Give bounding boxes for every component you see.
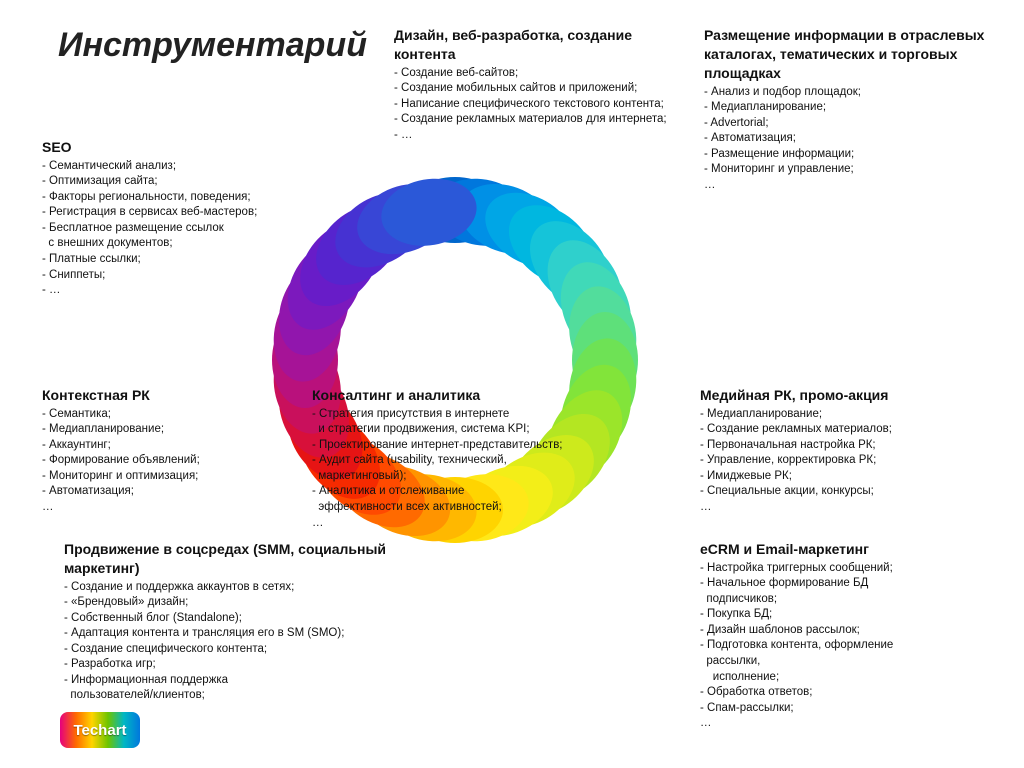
list-item: эффективности всех активностей; bbox=[312, 500, 592, 516]
center-items: - Стратегия присутствия в интернете и ст… bbox=[312, 407, 592, 531]
list-item: … bbox=[704, 178, 1004, 194]
block-design: Дизайн, веб-разработка, создание контент… bbox=[394, 26, 694, 143]
list-item: исполнение; bbox=[700, 670, 1000, 686]
list-item: - Медиапланирование; bbox=[704, 100, 1004, 116]
list-item: - Advertorial; bbox=[704, 116, 1004, 132]
block-title: SEO bbox=[42, 138, 302, 157]
list-item: … bbox=[700, 500, 1000, 516]
list-item: подписчиков; bbox=[700, 592, 1000, 608]
list-item: - Обработка ответов; bbox=[700, 685, 1000, 701]
list-item: - Проектирование интернет-представительс… bbox=[312, 438, 592, 454]
list-item: - Автоматизация; bbox=[704, 131, 1004, 147]
list-item: - Бесплатное размещение ссылок bbox=[42, 221, 302, 237]
block-media: Медийная РК, промо-акция - Медиапланирова… bbox=[700, 386, 1000, 516]
list-item: - Медиапланирование; bbox=[700, 407, 1000, 423]
list-item: - Создание веб-сайтов; bbox=[394, 66, 694, 82]
list-item: … bbox=[42, 500, 272, 516]
list-item: - Регистрация в сервисах веб-мастеров; bbox=[42, 205, 302, 221]
block-smm: Продвижение в соцсредах (SMM, социальный… bbox=[64, 540, 424, 719]
list-item: - Адаптация контента и трансляция его в … bbox=[64, 626, 424, 642]
list-item: - Спам-рассылки; bbox=[700, 701, 1000, 717]
list-item: - Стратегия присутствия в интернете bbox=[312, 407, 592, 423]
list-item: - Мониторинг и управление; bbox=[704, 162, 1004, 178]
block-listing: Размещение информации в отраслевых катал… bbox=[704, 26, 1004, 193]
list-item: пользователей/клиентов; bbox=[64, 688, 424, 704]
list-item: - Анализ и подбор площадок; bbox=[704, 85, 1004, 101]
list-item: - Мониторинг и оптимизация; bbox=[42, 469, 272, 485]
list-item: - Разработка игр; bbox=[64, 657, 424, 673]
block-title: Дизайн, веб-разработка, создание контент… bbox=[394, 26, 694, 64]
list-item: - Медиапланирование; bbox=[42, 422, 272, 438]
list-item: - Факторы региональности, поведения; bbox=[42, 190, 302, 206]
list-item: - Дизайн шаблонов рассылок; bbox=[700, 623, 1000, 639]
list-item: - Создание рекламных материалов; bbox=[700, 422, 1000, 438]
center-title: Консалтинг и аналитика bbox=[312, 386, 592, 405]
block-title: Контекстная РК bbox=[42, 386, 272, 405]
list-item: … bbox=[700, 716, 1000, 732]
list-item: - Сниппеты; bbox=[42, 268, 302, 284]
block-ecrm: eCRM и Email-маркетинг - Настройка тригге… bbox=[700, 540, 1000, 732]
list-item: - Формирование объявлений; bbox=[42, 453, 272, 469]
list-item: - Размещение информации; bbox=[704, 147, 1004, 163]
list-item: - Семантика; bbox=[42, 407, 272, 423]
list-item: - Семантический анализ; bbox=[42, 159, 302, 175]
page-title: Инструментарий bbox=[58, 26, 367, 65]
list-item: - Создание специфического контента; bbox=[64, 642, 424, 658]
list-item: - Создание мобильных сайтов и приложений… bbox=[394, 81, 694, 97]
list-item: - Аккаунтинг; bbox=[42, 438, 272, 454]
block-title: Медийная РК, промо-акция bbox=[700, 386, 1000, 405]
list-item: - Настройка триггерных сообщений; bbox=[700, 561, 1000, 577]
list-item: - Создание рекламных материалов для инте… bbox=[394, 112, 694, 128]
list-item: - … bbox=[42, 283, 302, 299]
list-item: - Управление, корректировка РК; bbox=[700, 453, 1000, 469]
list-item: и стратегии продвижения, система KPI; bbox=[312, 422, 592, 438]
list-item: - Собственный блог (Standalone); bbox=[64, 611, 424, 627]
techart-logo: Techart bbox=[60, 712, 140, 748]
list-item: рассылки, bbox=[700, 654, 1000, 670]
center-block: Консалтинг и аналитика - Стратегия прису… bbox=[312, 386, 592, 531]
list-item: - Автоматизация; bbox=[42, 484, 272, 500]
list-item: - Платные ссылки; bbox=[42, 252, 302, 268]
list-item: маркетинговый); bbox=[312, 469, 592, 485]
block-title: eCRM и Email-маркетинг bbox=[700, 540, 1000, 559]
list-item: - Начальное формирование БД bbox=[700, 576, 1000, 592]
list-item: - Первоначальная настройка РК; bbox=[700, 438, 1000, 454]
list-item: - Оптимизация сайта; bbox=[42, 174, 302, 190]
list-item: - Аналитика и отслеживание bbox=[312, 484, 592, 500]
list-item: - Аудит сайта (usability, технический, bbox=[312, 453, 592, 469]
list-item: - Написание специфического текстового ко… bbox=[394, 97, 694, 113]
list-item: - Подготовка контента, оформление bbox=[700, 638, 1000, 654]
list-item: - Имиджевые РК; bbox=[700, 469, 1000, 485]
list-item: - «Брендовый» дизайн; bbox=[64, 595, 424, 611]
list-item: - Покупка БД; bbox=[700, 607, 1000, 623]
block-title: Размещение информации в отраслевых катал… bbox=[704, 26, 1004, 83]
block-context: Контекстная РК - Семантика;- Медиапланиро… bbox=[42, 386, 272, 516]
list-item: - Создание и поддержка аккаунтов в сетях… bbox=[64, 580, 424, 596]
list-item: - … bbox=[394, 128, 694, 144]
block-seo: SEO - Семантический анализ;- Оптимизация … bbox=[42, 138, 302, 299]
list-item: … bbox=[312, 516, 592, 532]
block-title: Продвижение в соцсредах (SMM, социальный… bbox=[64, 540, 424, 578]
list-item: с внешних документов; bbox=[42, 236, 302, 252]
list-item: - Информационная поддержка bbox=[64, 673, 424, 689]
list-item: - Специальные акции, конкурсы; bbox=[700, 484, 1000, 500]
